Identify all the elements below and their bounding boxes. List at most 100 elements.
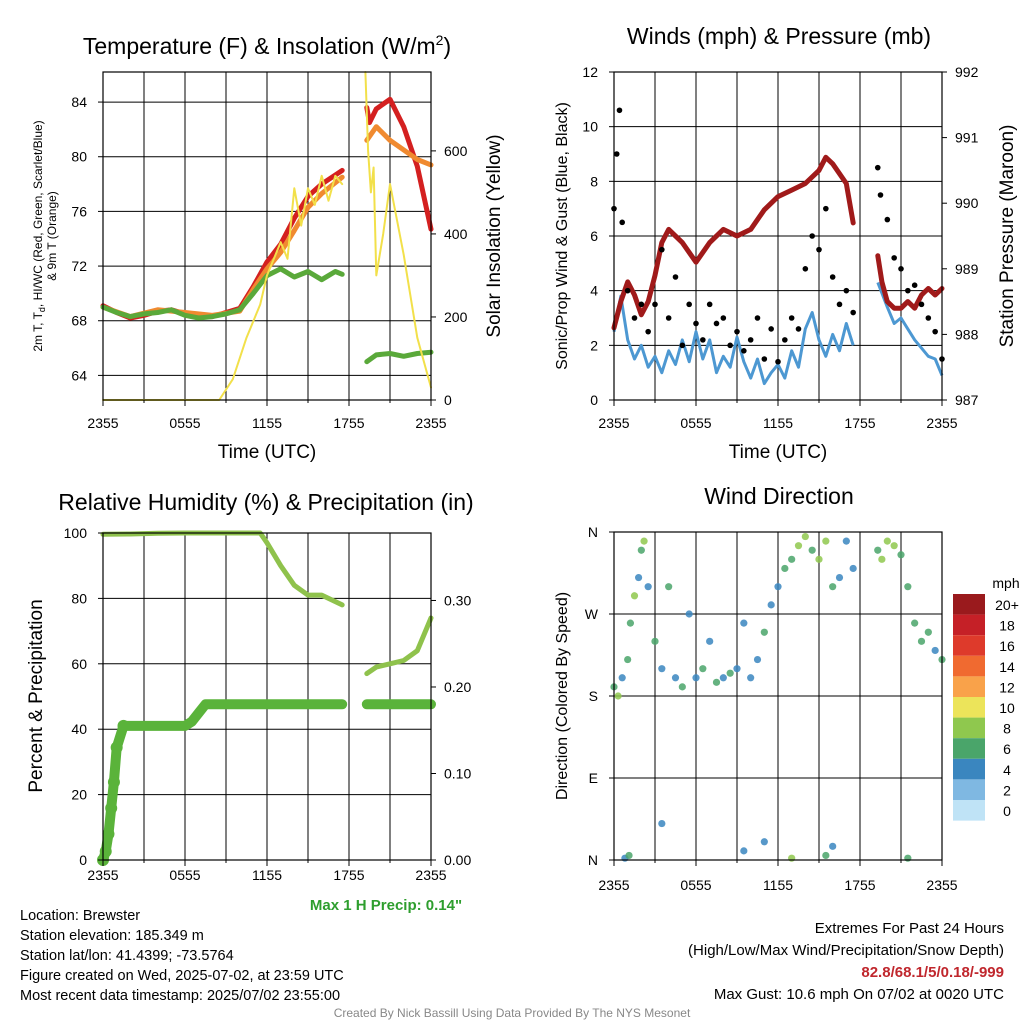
y2-tick-label: 200 bbox=[444, 309, 468, 325]
direction-point bbox=[699, 665, 707, 673]
temperature-plot bbox=[100, 71, 434, 401]
y-tick-label: 0 bbox=[79, 852, 87, 868]
y2-tick-label: 988 bbox=[955, 326, 979, 342]
gust-point bbox=[918, 301, 925, 308]
gust-point bbox=[652, 301, 658, 308]
direction-point bbox=[874, 546, 882, 554]
y2-tick-label: 0 bbox=[444, 392, 452, 408]
extremes-values: 82.8/68.1/5/0.18/-999 bbox=[861, 964, 1004, 981]
x-tick-label: 2355 bbox=[87, 867, 118, 883]
direction-point bbox=[808, 546, 816, 554]
gust-point bbox=[898, 266, 904, 272]
direction-point bbox=[665, 583, 673, 591]
legend-label: 16 bbox=[999, 638, 1015, 654]
series-line-1 bbox=[100, 124, 434, 320]
precip-point bbox=[117, 719, 130, 732]
direction-point bbox=[801, 532, 809, 541]
direction-point bbox=[788, 555, 796, 563]
direction-point bbox=[614, 692, 622, 700]
gust-point bbox=[768, 326, 774, 332]
y-tick-label: 100 bbox=[64, 525, 88, 541]
direction-point bbox=[740, 619, 748, 627]
extremes-subtitle: (High/Low/Max Wind/Precipitation/Snow De… bbox=[688, 942, 1004, 959]
direction-point bbox=[733, 665, 741, 673]
y-tick-label: 4 bbox=[590, 283, 598, 299]
y-tick-label: 72 bbox=[71, 258, 87, 274]
y-tick-label: 68 bbox=[71, 313, 87, 329]
gust-point bbox=[720, 315, 727, 321]
wind-plot bbox=[611, 107, 945, 386]
wind-title: Winds (mph) & Pressure (mb) bbox=[627, 23, 931, 49]
direction-point bbox=[651, 637, 659, 645]
direction-point bbox=[883, 537, 891, 545]
gust-point bbox=[619, 219, 625, 226]
direction-point bbox=[904, 583, 912, 591]
legend-swatch bbox=[953, 779, 985, 800]
y-tick-label: 0 bbox=[590, 392, 598, 408]
insolation-axis-label: Solar Insolation (Yellow) bbox=[484, 134, 505, 337]
wind-speed-line bbox=[612, 281, 944, 386]
legend-swatch bbox=[953, 594, 985, 615]
x-tick-label: 1755 bbox=[844, 877, 875, 893]
x-tick-label: 1155 bbox=[763, 877, 793, 893]
y-tick-label: 80 bbox=[71, 149, 87, 165]
gust-point bbox=[877, 192, 884, 198]
series-line-2 bbox=[100, 266, 434, 365]
y-tick-label: 60 bbox=[71, 656, 87, 672]
legend-swatch bbox=[953, 758, 985, 780]
created-text: Figure created on Wed, 2025-07-02, at 23… bbox=[20, 968, 344, 984]
y-tick-label: N bbox=[588, 524, 598, 540]
gust-point bbox=[665, 315, 672, 321]
x-tick-label: 1755 bbox=[333, 867, 364, 883]
extremes-block: Extremes For Past 24 Hours (High/Low/Max… bbox=[688, 918, 1004, 1006]
y-tick-label: N bbox=[588, 852, 598, 868]
direction-left-axis-label: Direction (Colored By Speed) bbox=[554, 592, 571, 800]
temperature-title: Temperature (F) & Insolation (W/m2) bbox=[83, 32, 451, 59]
y2-tick-label: 600 bbox=[444, 143, 468, 159]
x-tick-label: 1155 bbox=[763, 415, 793, 431]
extremes-title: Extremes For Past 24 Hours bbox=[814, 920, 1004, 937]
y-tick-label: E bbox=[589, 770, 598, 786]
gust-point bbox=[823, 205, 829, 212]
x-tick-label: 2355 bbox=[87, 415, 118, 431]
gust-point bbox=[802, 266, 809, 272]
y2-tick-label: 0.20 bbox=[444, 679, 471, 695]
legend-label: 2 bbox=[1003, 782, 1011, 798]
y-tick-label: 20 bbox=[71, 787, 87, 803]
humidity-grid bbox=[103, 533, 431, 860]
direction-point bbox=[630, 592, 639, 600]
legend-swatch bbox=[953, 635, 985, 656]
wind-time-label: Time (UTC) bbox=[729, 442, 828, 463]
direction-point bbox=[835, 573, 844, 582]
x-tick-label: 1755 bbox=[333, 415, 364, 431]
direction-point bbox=[917, 637, 926, 645]
gust-point bbox=[775, 358, 781, 365]
direction-point bbox=[658, 665, 666, 673]
legend-label: 6 bbox=[1003, 741, 1011, 757]
wind-left-axis-label: Sonic/Prop Wind & Gust (Blue, Black) bbox=[554, 102, 571, 370]
direction-point bbox=[829, 583, 837, 591]
gust-point bbox=[754, 315, 761, 321]
humidity-plot bbox=[97, 530, 436, 866]
y2-tick-label: 992 bbox=[955, 64, 979, 80]
gust-point bbox=[891, 255, 897, 261]
x-tick-label: 0555 bbox=[169, 867, 200, 883]
speed-legend: mph 20+ 18 16 14 12 10 8 6 4 2 0 bbox=[953, 575, 1020, 821]
y-tick-label: 84 bbox=[71, 94, 87, 110]
direction-point bbox=[635, 573, 643, 582]
temperature-ticks: 64 68 72 76 80 84 0 200 400 600 2355 0555 1155 1755 23… bbox=[71, 94, 467, 431]
gust-point bbox=[925, 315, 932, 321]
max-gust-text: Max Gust: 10.6 mph On 07/02 at 0020 UTC bbox=[713, 986, 1004, 1003]
x-tick-label: 2355 bbox=[598, 877, 629, 893]
y-tick-label: W bbox=[585, 606, 599, 622]
legend-swatch bbox=[953, 717, 985, 739]
x-tick-label: 2355 bbox=[598, 415, 629, 431]
gust-point bbox=[761, 356, 768, 362]
direction-point bbox=[624, 655, 632, 664]
gust-point bbox=[816, 246, 822, 253]
temperature-panel: Temperature (F) & Insolation (W/m2) 64 68… bbox=[31, 32, 505, 463]
y-tick-label: 64 bbox=[71, 367, 87, 383]
humidity-title: Relative Humidity (%) & Precipitation (i… bbox=[58, 489, 473, 515]
x-tick-label: 1155 bbox=[252, 867, 282, 883]
